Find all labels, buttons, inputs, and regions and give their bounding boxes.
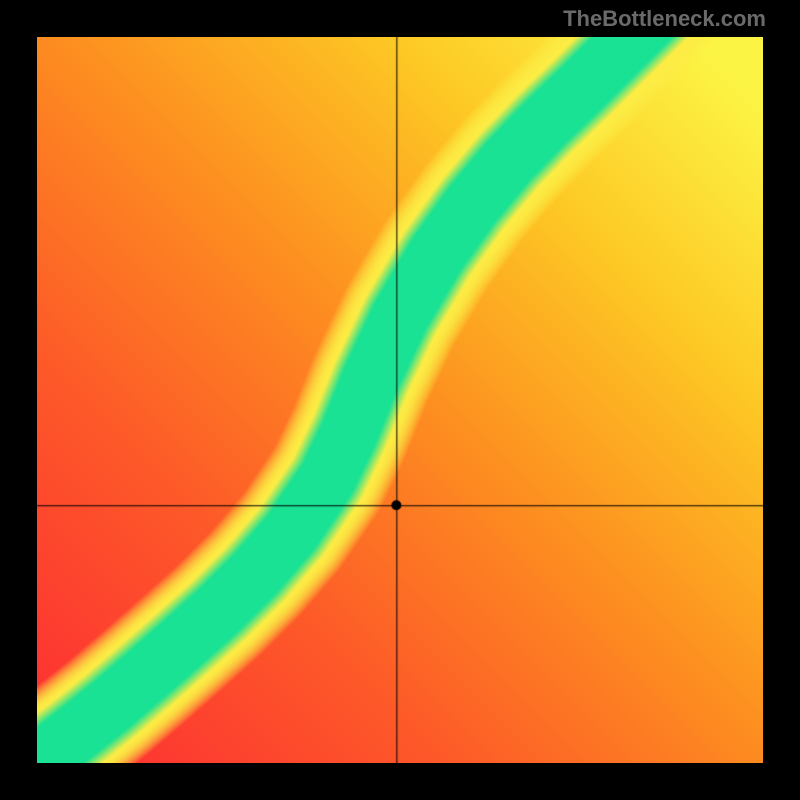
watermark-text: TheBottleneck.com bbox=[563, 6, 766, 32]
heatmap-container bbox=[37, 37, 763, 763]
heatmap-canvas bbox=[37, 37, 763, 763]
